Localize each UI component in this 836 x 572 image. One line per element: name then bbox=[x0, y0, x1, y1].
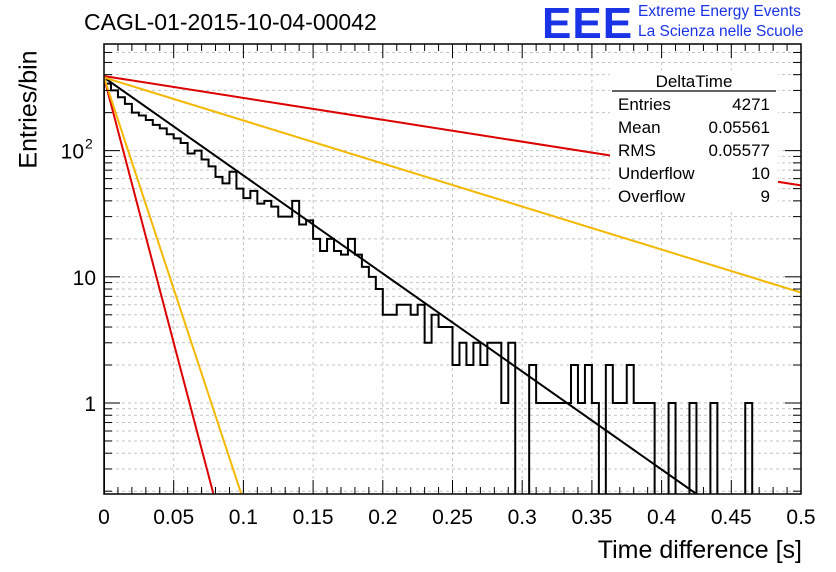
logo-line-2: La Scienza nelle Scuole bbox=[638, 23, 804, 40]
stats-row-label: Mean bbox=[618, 118, 661, 137]
y-tick-label: 1 bbox=[84, 393, 96, 416]
y-tick-label-exponent: 2 bbox=[85, 136, 93, 152]
chart-title: CAGL-01-2015-10-04-00042 bbox=[84, 9, 377, 35]
y-tick-label: 10 bbox=[61, 141, 84, 164]
x-tick-label: 0.15 bbox=[293, 506, 334, 529]
stats-row-value: 0.05561 bbox=[709, 118, 770, 137]
stats-row-value: 10 bbox=[751, 164, 770, 183]
x-tick-label: 0.5 bbox=[786, 506, 815, 529]
histogram-steps bbox=[104, 82, 754, 494]
stats-row-label: Overflow bbox=[618, 187, 686, 206]
y-tick-label: 10 bbox=[73, 267, 96, 290]
stats-title: DeltaTime bbox=[656, 72, 733, 91]
x-tick-label: 0.05 bbox=[153, 506, 194, 529]
eee-logo: EEE bbox=[542, 0, 634, 48]
fit-line-0 bbox=[104, 76, 698, 494]
fit-line-4 bbox=[104, 77, 243, 494]
x-tick-label: 0.3 bbox=[508, 506, 537, 529]
x-tick-label: 0.4 bbox=[647, 506, 677, 529]
x-tick-label: 0.25 bbox=[432, 506, 473, 529]
fit-line-2 bbox=[104, 76, 801, 294]
stats-row-value: 0.05577 bbox=[709, 141, 770, 160]
x-tick-label: 0.45 bbox=[711, 506, 752, 529]
x-axis-label: Time difference [s] bbox=[597, 536, 802, 564]
stats-row-value: 4271 bbox=[732, 95, 770, 114]
stats-row-label: Underflow bbox=[618, 164, 695, 183]
stats-box bbox=[610, 70, 778, 210]
x-tick-label: 0 bbox=[98, 506, 110, 529]
stats-row-value: 9 bbox=[761, 187, 770, 206]
x-tick-label: 0.2 bbox=[368, 506, 397, 529]
y-axis-label: Entries/bin bbox=[14, 50, 43, 169]
fit-line-3 bbox=[104, 77, 215, 494]
stats-row-label: Entries bbox=[618, 95, 671, 114]
stats-row-label: RMS bbox=[618, 141, 656, 160]
x-tick-label: 0.1 bbox=[229, 506, 258, 529]
x-tick-label: 0.35 bbox=[571, 506, 612, 529]
logo-line-1: Extreme Energy Events bbox=[638, 3, 801, 20]
